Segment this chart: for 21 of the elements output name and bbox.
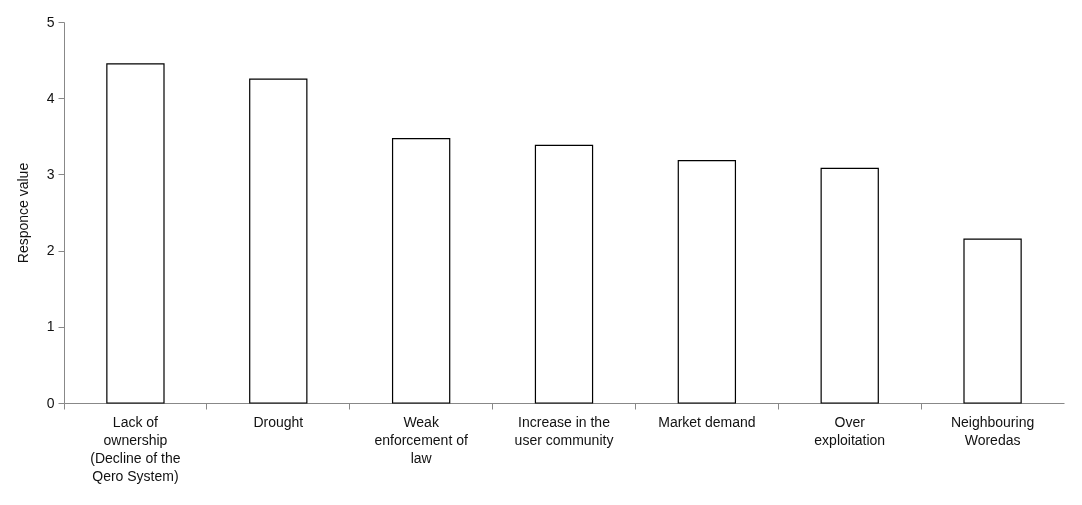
- x-tick-label: Lack of ownership (Decline of the Qero System): [90, 413, 181, 484]
- y-tick-label: 2: [46, 242, 55, 259]
- x-tick-label: Drought: [253, 413, 304, 430]
- y-tick-label: 5: [46, 13, 55, 30]
- bar: [534, 144, 594, 404]
- x-tick-label: Increase in the user community: [514, 413, 614, 448]
- bar: [391, 137, 451, 404]
- bar: [963, 238, 1022, 404]
- x-tick-label: Market demand: [658, 413, 756, 430]
- y-tick-label: 3: [46, 165, 55, 182]
- y-tick-label: 1: [46, 318, 55, 335]
- y-tick-label: 0: [46, 394, 55, 411]
- x-tick-label: Neighbouring Woredas: [950, 413, 1035, 448]
- x-tick-label: Over exploitation: [814, 413, 886, 448]
- y-axis-title: Responce value: [14, 162, 31, 264]
- bar: [106, 63, 165, 404]
- y-tick-label: 4: [46, 89, 55, 106]
- bar: [249, 78, 308, 404]
- bar: [677, 160, 737, 404]
- bar: [820, 167, 879, 404]
- x-tick-label: Weak enforcement of law: [374, 413, 468, 466]
